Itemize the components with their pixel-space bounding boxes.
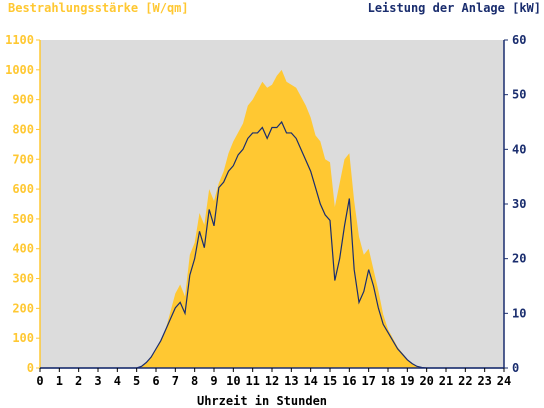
left-tick-label: 1100 bbox=[5, 33, 34, 47]
x-tick-label: 15 bbox=[323, 374, 337, 388]
left-tick-label: 400 bbox=[12, 242, 34, 256]
x-tick-label: 1 bbox=[56, 374, 63, 388]
x-tick-label: 11 bbox=[245, 374, 259, 388]
irradiance-area bbox=[40, 69, 504, 368]
x-tick-label: 19 bbox=[400, 374, 414, 388]
left-tick-label: 700 bbox=[12, 152, 34, 166]
left-tick-label: 200 bbox=[12, 301, 34, 315]
left-tick-label: 800 bbox=[12, 122, 34, 136]
x-tick-label: 17 bbox=[361, 374, 375, 388]
x-tick-label: 21 bbox=[439, 374, 453, 388]
left-tick-label: 100 bbox=[12, 331, 34, 345]
power-line bbox=[40, 120, 504, 369]
x-tick-label: 18 bbox=[381, 374, 395, 388]
left-tick-label: 1000 bbox=[5, 63, 34, 77]
x-tick-label: 13 bbox=[284, 374, 298, 388]
x-tick-label: 14 bbox=[303, 374, 317, 388]
right-tick-label: 20 bbox=[512, 252, 526, 266]
x-tick-label: 2 bbox=[75, 374, 82, 388]
left-axis: 0 100 200 300 400 500 600 700 800 900 1000 1100 bbox=[5, 33, 41, 375]
x-tick-label: 10 bbox=[226, 374, 240, 388]
x-tick-label: 8 bbox=[191, 374, 198, 388]
left-tick-label: 0 bbox=[27, 361, 34, 375]
x-tick-label: 6 bbox=[152, 374, 159, 388]
left-axis-title: Bestrahlungsstärke [W/qm] bbox=[8, 1, 189, 15]
right-tick-label: 10 bbox=[512, 306, 526, 320]
x-tick-label: 22 bbox=[458, 374, 472, 388]
right-tick-label: 50 bbox=[512, 88, 526, 102]
right-axis-title: Leistung der Anlage [kW] bbox=[368, 1, 541, 15]
x-tick-label: 3 bbox=[94, 374, 101, 388]
x-tick-label: 7 bbox=[172, 374, 179, 388]
power-line-layer bbox=[40, 120, 504, 369]
left-tick-label: 300 bbox=[12, 272, 34, 286]
right-tick-label: 40 bbox=[512, 142, 526, 156]
x-tick-label: 0 bbox=[36, 374, 43, 388]
left-tick-label: 600 bbox=[12, 182, 34, 196]
left-tick-label: 900 bbox=[12, 93, 34, 107]
x-tick-label: 4 bbox=[114, 374, 121, 388]
right-axis: 0 10 20 30 40 50 60 bbox=[503, 33, 526, 375]
right-tick-label: 0 bbox=[512, 361, 519, 375]
x-tick-label: 16 bbox=[342, 374, 356, 388]
x-axis: 0 1 2 3 4 5 6 7 8 9 10 11 12 13 14 15 16 17 18 19 20 21 22 23 24 bbox=[36, 367, 511, 388]
x-tick-label: 12 bbox=[265, 374, 279, 388]
left-tick-label: 500 bbox=[12, 212, 34, 226]
irradiance-area-layer bbox=[40, 69, 504, 368]
x-tick-label: 20 bbox=[419, 374, 433, 388]
x-tick-label: 5 bbox=[133, 374, 140, 388]
x-axis-title: Uhrzeit in Stunden bbox=[197, 394, 327, 408]
right-tick-label: 30 bbox=[512, 197, 526, 211]
x-tick-label: 23 bbox=[477, 374, 491, 388]
right-tick-label: 60 bbox=[512, 33, 526, 47]
x-tick-label: 24 bbox=[497, 374, 511, 388]
x-tick-label: 9 bbox=[210, 374, 217, 388]
